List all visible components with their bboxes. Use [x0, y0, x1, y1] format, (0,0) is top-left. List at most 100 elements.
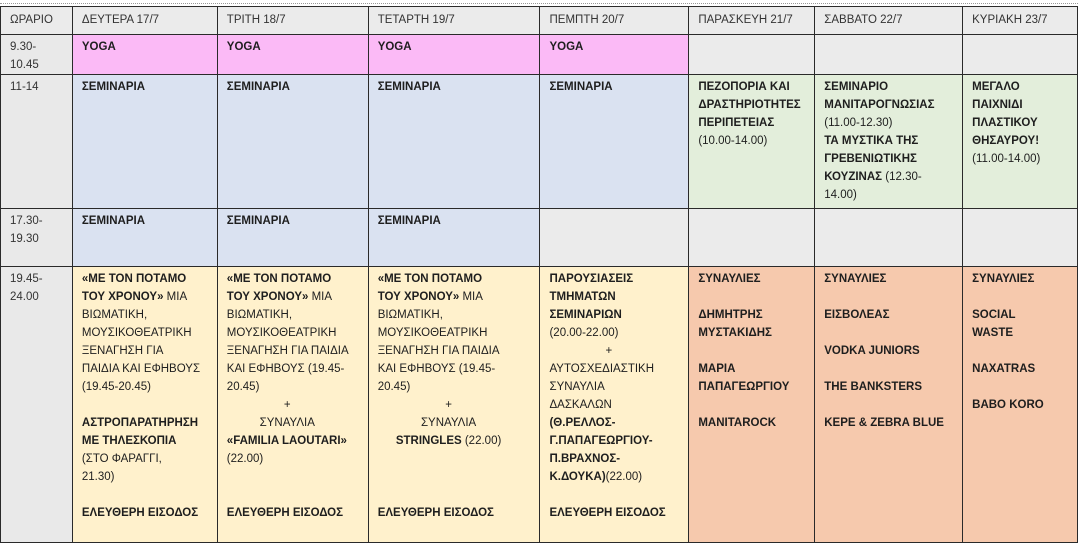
event-title: «FAMILIA LAOUTARI» [226, 435, 347, 447]
event-line: ΠΑΠΑΓΕΩΡΓΙΟΥ [698, 378, 814, 396]
schedule-row: 11-14 ΣΕΜΙΝΑΡΙΑ ΣΕΜΙΝΑΡΙΑ ΣΕΜΙΝΑΡΙΑ ΣΕΜΙΝΑΡΙ… [0, 74, 1078, 209]
event-line: (Θ.ΡΕΛΛΟΣ- [549, 414, 688, 432]
event-line: YOGA [378, 38, 540, 56]
time-slot: 11-14 [0, 74, 73, 209]
event-cell: «ΜΕ ΤΟΝ ΠΟΤΑΜΟ ΤΟΥ ΧΡΟΝΟΥ» ΜΙΑ ΒΙΩΜΑΤΙΚΗ, Μ… [216, 266, 369, 543]
event-line [378, 486, 540, 504]
header-day: ΤΡΙΤΗ 18/7 [216, 6, 369, 35]
event-title: ΜΕΓΑΛΟ [972, 81, 1020, 93]
event-line: (20.00-22.00) [549, 324, 688, 342]
event-title: MANITAROCK [698, 417, 777, 429]
event-line: ΕΛΕΥΘΕΡΗ ΕΙΣΟΔΟΣ [378, 504, 540, 522]
event-line: «ΜΕ ΤΟΝ ΠΟΤΑΜΟ [378, 270, 540, 288]
event-line: + [227, 396, 368, 414]
event-line [82, 486, 217, 504]
event-title: VODKA JUNIORS [824, 345, 920, 357]
event-line: «ΜΕ ΤΟΝ ΠΟΤΑΜΟ [227, 270, 368, 288]
event-line: THE BANKSTERS [824, 378, 962, 396]
event-title: ΣΕΜΙΝΑΡΙΑ [226, 81, 290, 93]
event-line [549, 486, 688, 504]
event-line: ΣΥΝΑΥΛΙΕΣ [972, 270, 1077, 288]
event-title: (Θ.ΡΕΛΛΟΣ- [549, 417, 616, 429]
event-detail: (22.00) [461, 435, 502, 447]
event-line: ΣΕΜΙΝΑΡΙΟ [824, 78, 962, 96]
header-time: ΩΡΑΡΙΟ [0, 6, 73, 35]
event-title: ΠΕΖΟΠΟΡΙΑ ΚΑΙ [698, 81, 790, 93]
event-cell: ΣΕΜΙΝΑΡΙΑ [539, 74, 690, 209]
event-detail: 14.00) [824, 189, 857, 201]
event-line: ΜΥΣΤΑΚΙΔΗΣ [698, 324, 814, 342]
event-cell: ΣΕΜΙΝΑΡΙΑ [71, 208, 218, 267]
schedule-row: 9.30- 10.45 YOGA YOGA YOGA YOGA [0, 34, 1078, 75]
event-title: ΠΑΙΧΝΙΔΙ [972, 99, 1023, 111]
event-detail: ΒΙΩΜΑΤΙΚΗ, [377, 309, 443, 321]
header-day: ΤΕΤΑΡΤΗ 19/7 [367, 6, 541, 35]
event-detail: ΜΟΥΣΙΚΟΘΕΑΤΡΙΚΗ [377, 327, 488, 339]
event-line [972, 342, 1077, 360]
event-line: ΜΟΥΣΙΚΟΘΕΑΤΡΙΚΗ [82, 324, 217, 342]
event-detail: (22.00) [226, 453, 264, 465]
event-line: ΣΥΝΑΥΛΙΑ [227, 414, 368, 432]
event-cell [962, 34, 1078, 75]
time-text: 9.30- [10, 41, 37, 53]
event-line: ΕΛΕΥΘΕΡΗ ΕΙΣΟΔΟΣ [227, 504, 368, 522]
event-title: YOGA [377, 41, 412, 53]
event-line: ΚΑΙ ΕΦΗΒΟΥΣ (19.45- [378, 360, 540, 378]
event-line: ΠΕΖΟΠΟΡΙΑ ΚΑΙ [698, 78, 814, 96]
event-line: ΕΛΕΥΘΕΡΗ ΕΙΣΟΔΟΣ [82, 504, 217, 522]
event-line: ΣΥΝΑΥΛΙΑ [378, 414, 540, 432]
event-line: ΠΑΙΧΝΙΔΙ [972, 96, 1077, 114]
event-line [378, 468, 540, 486]
event-line: ΚΑΙ ΕΦΗΒΟΥΣ (19.45- [227, 360, 368, 378]
event-detail: (20.00-22.00) [549, 327, 619, 339]
event-title: Γ.ΠΑΠΑΓΕΩΡΓΙΟΥ- [549, 435, 653, 447]
event-line: NAXATRAS [972, 360, 1077, 378]
event-title: ΕΛΕΥΘΕΡΗ ΕΙΣΟΔΟΣ [81, 507, 199, 519]
event-line: ΑΥΤΟΣΧΕΔΙΑΣΤΙΚΗ [549, 360, 688, 378]
time-text: 17.30- [10, 215, 43, 227]
event-line: + [549, 342, 688, 360]
event-title: ΜΑΝΙΤΑΡΟΓΝΩΣΙΑΣ [824, 99, 935, 111]
event-line: ΔΑΣΚΑΛΩΝ [549, 396, 688, 414]
event-cell: ΣΕΜΙΝΑΡΙΑ [367, 208, 541, 267]
event-title: ΠΕΡΙΠΕΤΕΙΑΣ [698, 117, 775, 129]
event-detail: ΔΑΣΚΑΛΩΝ [549, 399, 612, 411]
event-title: ΚΟΥΖΙΝΑΣ [824, 171, 883, 183]
event-detail: (ΣΤΟ ΦΑΡΑΓΓΙ, [81, 453, 162, 465]
event-cell: ΠΕΖΟΠΟΡΙΑ ΚΑΙ ΔΡΑΣΤΗΡΙΟΤΗΤΕΣ ΠΕΡΙΠΕΤΕΙΑΣ (1… [688, 74, 816, 209]
event-title: Κ.ΔΟΥΚΑ) [549, 471, 606, 483]
time-slot: 17.30- 19.30 [0, 208, 73, 267]
event-detail: ΚΑΙ ΕΦΗΒΟΥΣ (19.45- [377, 363, 496, 375]
event-detail: ΜΟΥΣΙΚΟΘΕΑΤΡΙΚΗ [226, 327, 337, 339]
event-title: ΜΥΣΤΑΚΙΔΗΣ [698, 327, 772, 339]
event-line: (11.00-14.00) [972, 150, 1077, 168]
event-title: ΠΛΑΣΤΙΚΟΥ [972, 117, 1038, 129]
event-line: (11.00-12.30) [824, 114, 962, 132]
event-title: YOGA [81, 41, 116, 53]
event-title: ΕΛΕΥΘΕΡΗ ΕΙΣΟΔΟΣ [377, 507, 494, 519]
event-line: ΜΕ ΤΗΛΕΣΚΟΠΙΑ [82, 432, 217, 450]
event-title: ΣΕΜΙΝΑΡΙΑ [81, 215, 146, 227]
time-text: 19.30 [10, 233, 39, 245]
event-line: YOGA [549, 38, 688, 56]
event-line [972, 378, 1077, 396]
event-title: ΔΗΜΗΤΡΗΣ [698, 309, 763, 321]
event-detail: 20.45) [226, 381, 260, 393]
event-line: ΠΕΡΙΠΕΤΕΙΑΣ [698, 114, 814, 132]
event-line: ΣΕΜΙΝΑΡΙΑ [82, 78, 217, 96]
event-line: ΤΑ ΜΥΣΤΙΚΑ ΤΗΣ [824, 132, 962, 150]
event-line: Π.ΒΡΑΧΝΟΣ- [549, 450, 688, 468]
header-day: ΠΑΡΑΣΚΕΥΗ 21/7 [688, 6, 816, 35]
schedule-row: 19.45- 24.00 «ΜΕ ΤΟΝ ΠΟΤΑΜΟ ΤΟΥ ΧΡΟΝΟΥ» ΜΙΑ… [0, 266, 1078, 543]
event-detail: (12.30- [882, 171, 922, 183]
event-line: ΒΙΩΜΑΤΙΚΗ, [378, 306, 540, 324]
event-cell: YOGA [539, 34, 690, 75]
event-title: WASTE [972, 327, 1014, 339]
time-slot: 19.45- 24.00 [0, 266, 73, 543]
event-line: ΞΕΝΑΓΗΣΗ ΓΙΑ ΠΑΙΔΙΑ [378, 342, 540, 360]
event-title: ΠΑΡΟΥΣΙΑΣΕΙΣ [549, 273, 634, 285]
event-detail: ΣΥΝΑΥΛΙΑ [420, 417, 477, 429]
header-day: ΠΕΜΠΤΗ 20/7 [539, 6, 690, 35]
event-title: NAXATRAS [972, 363, 1036, 375]
event-title: «ΜΕ ΤΟΝ ΠΟΤΑΜΟ [377, 273, 483, 285]
